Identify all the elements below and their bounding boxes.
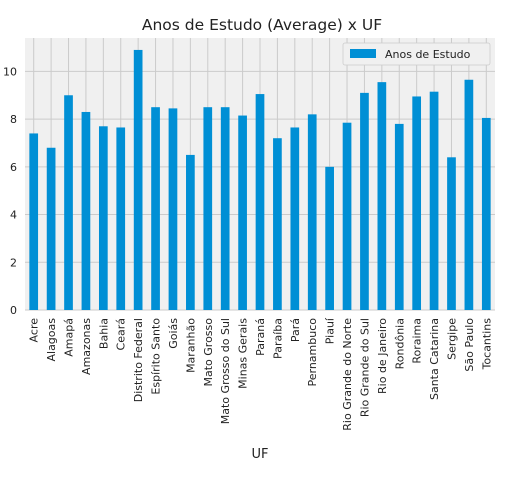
legend: Anos de Estudo xyxy=(342,42,491,66)
x-tick-label: Roraima xyxy=(411,318,424,364)
x-tick-label: Paraná xyxy=(254,318,267,356)
chart-title: Anos de Estudo (Average) x UF xyxy=(142,16,382,34)
legend-box xyxy=(342,42,491,66)
bar xyxy=(325,166,334,310)
bar xyxy=(81,111,91,311)
x-tick-label: Minas Gerais xyxy=(237,318,250,389)
x-tick-label: Acre xyxy=(28,318,41,343)
x-tick-label: Bahia xyxy=(97,318,110,349)
y-tick-label: 10 xyxy=(3,65,17,78)
bar xyxy=(203,107,213,310)
x-tick-label: Amazonas xyxy=(80,318,93,375)
bar xyxy=(394,123,404,310)
bar-layer xyxy=(29,49,491,311)
bar xyxy=(429,91,439,311)
bar xyxy=(464,79,474,310)
bar xyxy=(168,108,178,311)
y-tick-label: 0 xyxy=(10,304,17,317)
bar xyxy=(412,96,422,310)
x-tick-label: Piauí xyxy=(324,317,337,344)
bar xyxy=(360,92,369,310)
y-tick-label: 4 xyxy=(10,209,17,222)
bar xyxy=(64,95,73,311)
x-tick-label: Goiás xyxy=(167,318,180,349)
y-tick-label: 2 xyxy=(10,256,17,269)
bar xyxy=(255,94,265,310)
x-axis-label: UF xyxy=(252,447,269,462)
x-tick-label: Pará xyxy=(289,318,302,342)
bar xyxy=(46,147,56,310)
bar xyxy=(151,107,160,310)
bar xyxy=(133,49,143,311)
x-axis: Acre Alagoas Amapá Amazonas Bahia Ceará Distri… xyxy=(28,317,494,431)
y-axis: 0 2 4 6 8 10 xyxy=(3,65,17,317)
legend-swatch xyxy=(350,49,376,58)
bar xyxy=(377,82,387,310)
legend-label: Anos de Estudo xyxy=(385,48,471,61)
y-tick-label: 8 xyxy=(10,113,17,126)
x-tick-label: Mato Grosso do Sul xyxy=(219,318,232,424)
bar xyxy=(116,127,126,310)
bar xyxy=(29,133,39,310)
x-tick-label: Rondônia xyxy=(393,318,406,369)
x-tick-label: Distrito Federal xyxy=(132,318,145,402)
bar xyxy=(273,138,282,310)
x-tick-label: Sergipe xyxy=(445,318,458,360)
x-tick-label: Ceará xyxy=(115,318,128,350)
x-tick-label: Maranhão xyxy=(184,318,197,373)
x-tick-label: Pernambuco xyxy=(306,318,319,387)
x-tick-label: São Paulo xyxy=(463,318,476,372)
bar xyxy=(481,117,491,310)
bar xyxy=(98,126,108,310)
bar xyxy=(186,154,195,310)
x-tick-label: Espírito Santo xyxy=(150,318,163,395)
bar xyxy=(307,114,317,310)
bar xyxy=(342,122,352,310)
x-tick-label: Mato Grosso xyxy=(202,318,215,387)
x-tick-label: Alagoas xyxy=(45,318,58,362)
x-tick-label: Tocantins xyxy=(480,318,493,371)
x-tick-label: Paraíba xyxy=(271,318,284,359)
bar xyxy=(290,127,300,310)
x-tick-label: Rio Grande do Sul xyxy=(358,318,371,417)
bar xyxy=(220,107,230,310)
x-tick-label: Rio Grande do Norte xyxy=(341,318,354,431)
x-tick-label: Rio de Janeiro xyxy=(376,318,389,394)
bar xyxy=(238,115,247,311)
y-tick-label: 6 xyxy=(10,161,17,174)
bar xyxy=(447,157,456,310)
x-tick-label: Santa Catarina xyxy=(428,318,441,400)
x-tick-label: Amapá xyxy=(63,318,76,357)
